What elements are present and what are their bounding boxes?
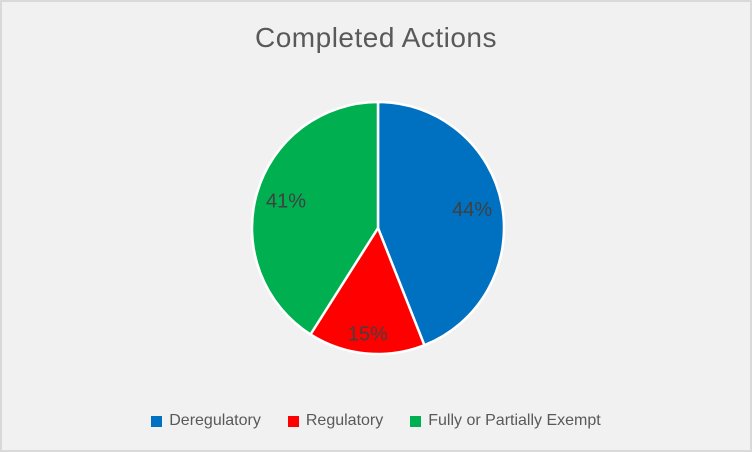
pie-slice-regulatory[interactable] [309,226,426,356]
pie-data-label: 15% [348,324,388,346]
legend-item-regulatory[interactable]: Regulatory [287,412,384,430]
legend-label: Deregulatory [169,412,261,429]
legend-item-fully-or-partially-exempt[interactable]: Fully or Partially Exempt [410,412,601,430]
pie-slice-fully-or-partially-exempt[interactable] [250,100,380,336]
legend-label: Regulatory [305,412,384,429]
chart-title[interactable]: Completed Actions [255,22,497,53]
legend-swatch-regulatory [287,415,299,427]
legend: Deregulatory Regulatory Fully or Partial… [2,406,750,436]
legend-item-deregulatory[interactable]: Deregulatory [151,412,261,430]
pie-data-label: 41% [266,190,306,212]
legend-swatch-fully-or-partially-exempt [410,415,422,427]
legend-label: Fully or Partially Exempt [428,412,601,429]
pie-data-label: 44% [452,199,492,221]
legend-swatch-deregulatory [151,415,163,427]
pie-slice-deregulatory[interactable] [376,100,506,347]
